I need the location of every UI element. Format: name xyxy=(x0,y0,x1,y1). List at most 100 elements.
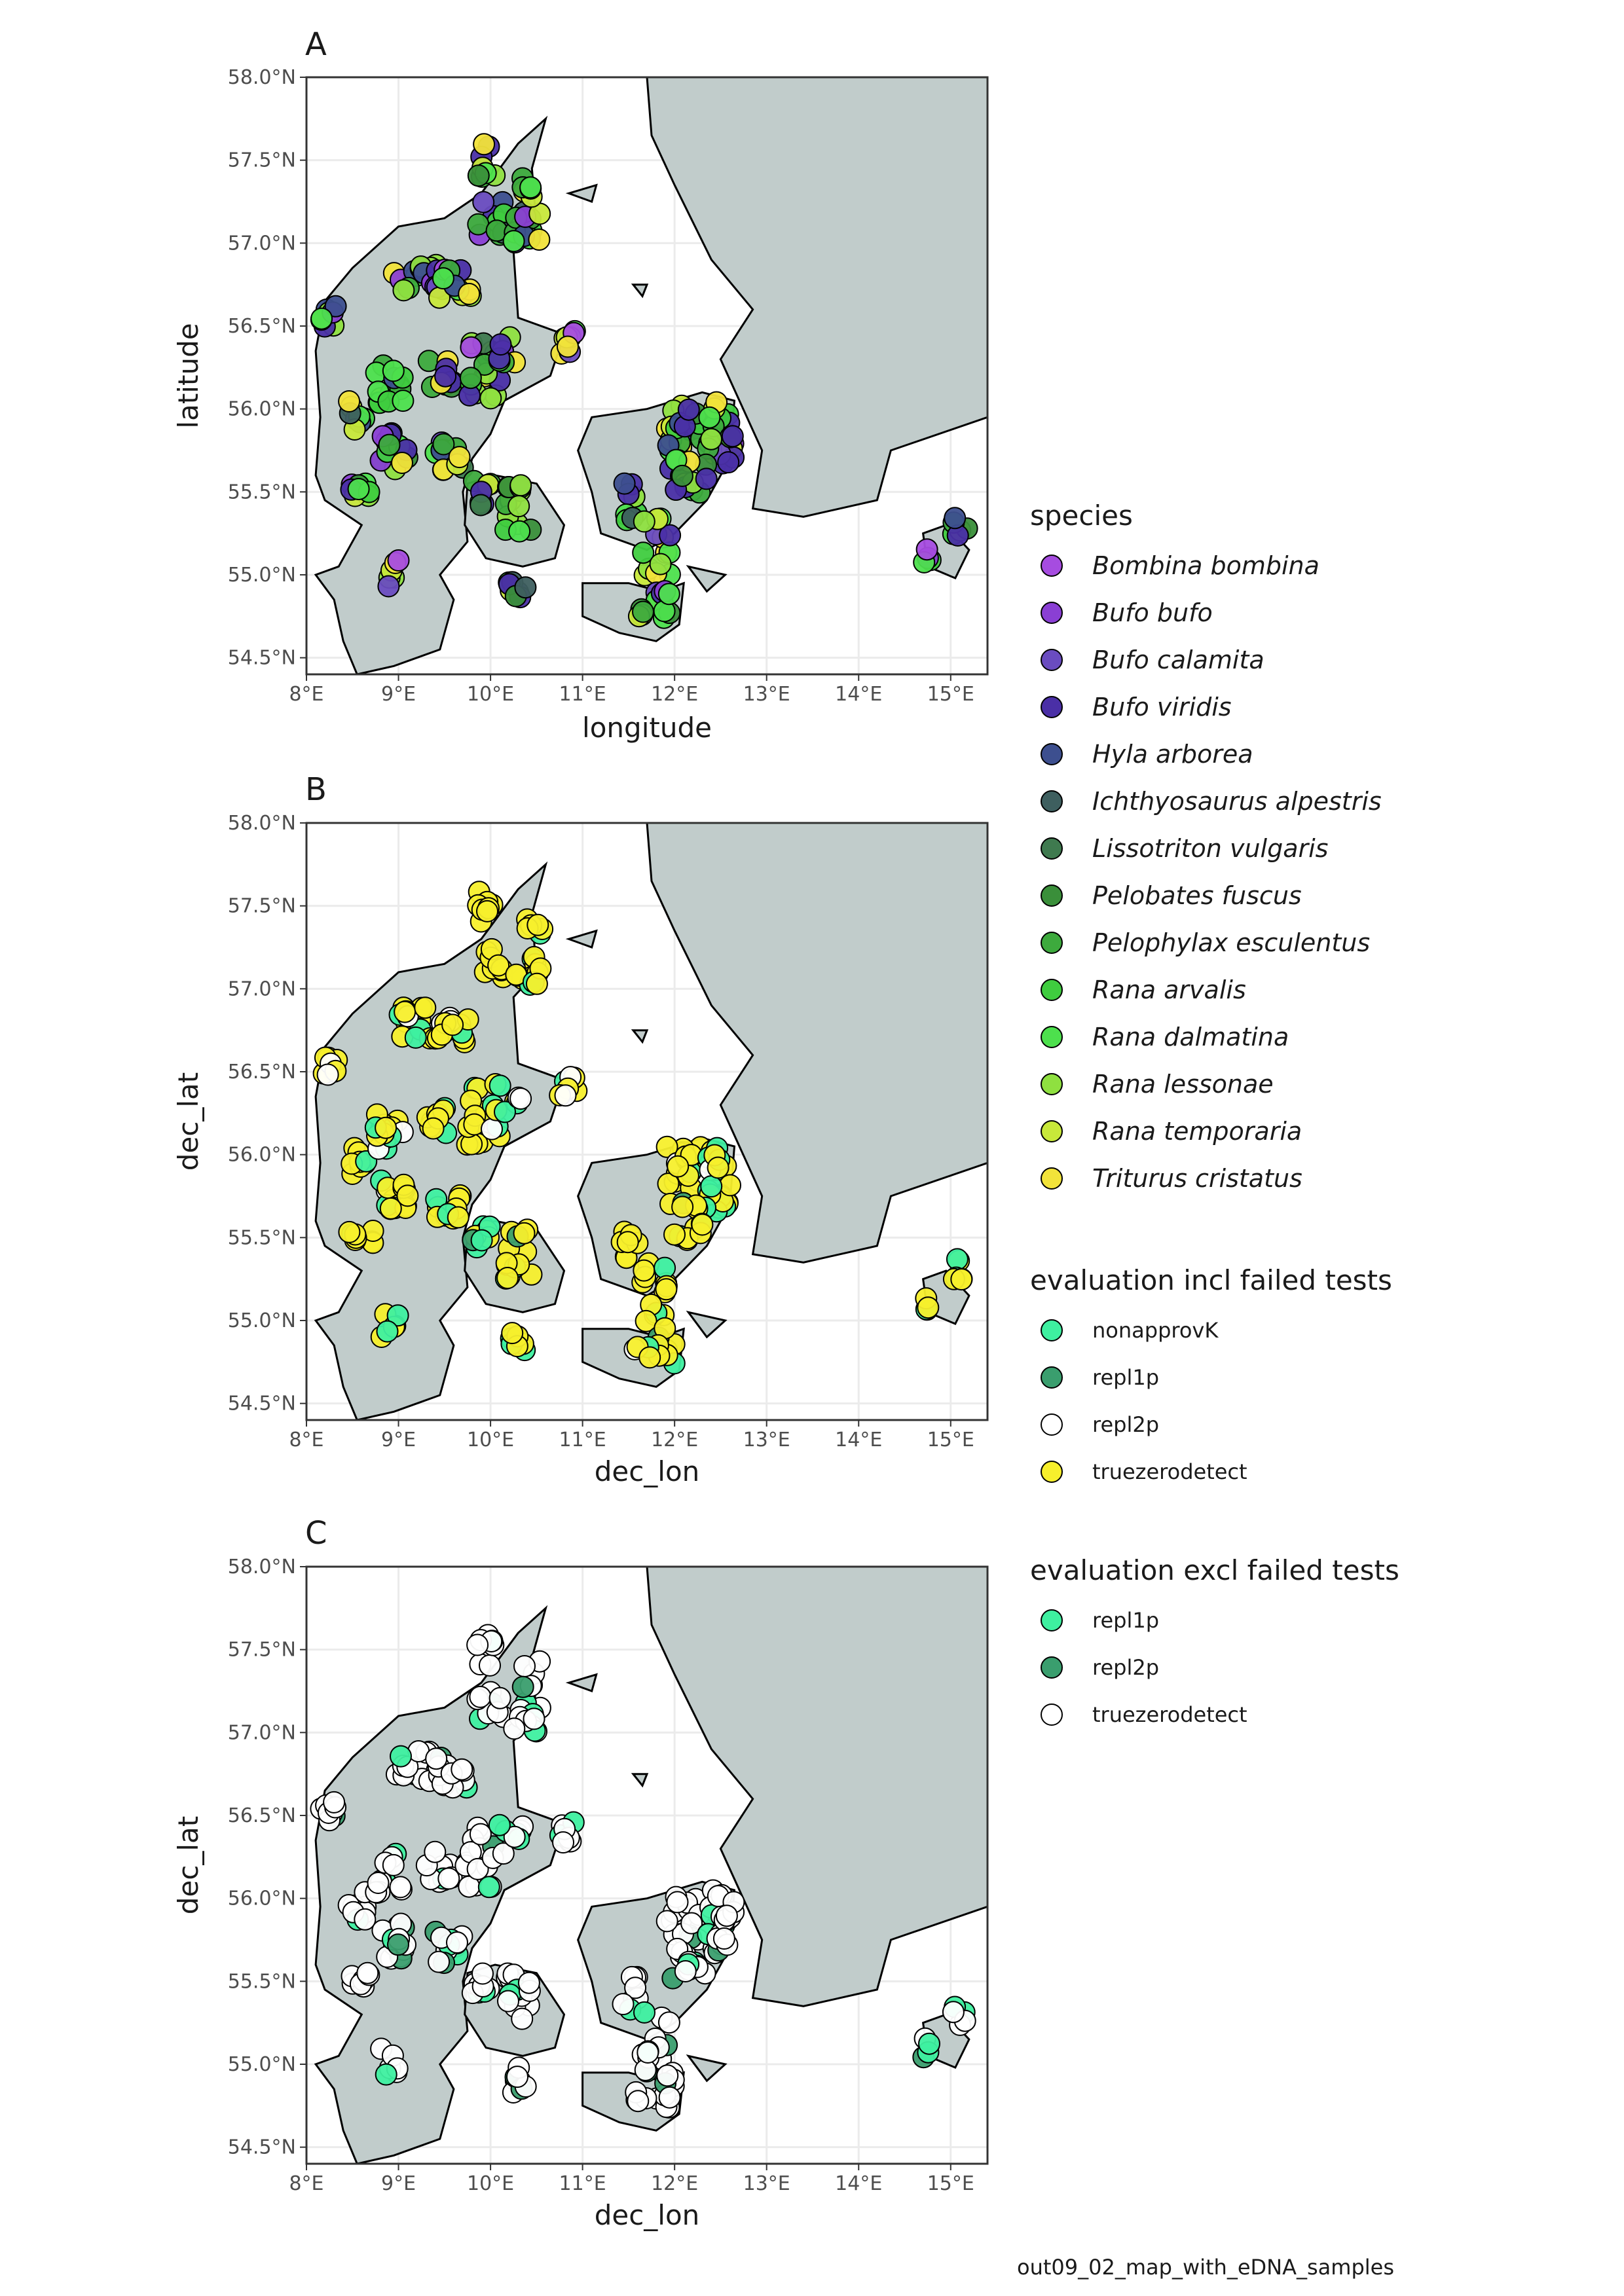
legend-label: Rana arvalis xyxy=(1092,975,1246,1004)
legend-label: truezerodetect xyxy=(1092,1459,1247,1484)
legend-label: repl1p xyxy=(1092,1365,1159,1390)
x-tick-label: 13°E xyxy=(743,2172,790,2195)
sample-point xyxy=(448,446,471,469)
sample-point xyxy=(632,600,654,623)
y-axis-title-a: latitude xyxy=(172,323,204,428)
sample-point xyxy=(310,307,333,330)
land-polygon-neighbour xyxy=(646,1567,987,2007)
sample-point xyxy=(496,1267,519,1289)
sample-point xyxy=(470,494,492,517)
sample-point xyxy=(354,1908,377,1931)
sample-point xyxy=(432,433,455,456)
sample-point xyxy=(526,913,549,936)
y-tick-label: 58.0°N xyxy=(228,66,296,89)
sample-point xyxy=(391,452,413,474)
y-tick-label: 54.5°N xyxy=(228,1393,296,1415)
sample-point xyxy=(633,2001,655,2024)
sample-point xyxy=(666,1891,689,1914)
legend-title: evaluation incl failed tests xyxy=(1030,1264,1392,1296)
sample-point xyxy=(386,1304,409,1327)
sample-point xyxy=(700,428,723,450)
x-tick-label: 10°E xyxy=(467,2172,514,2195)
panel-tag-a: A xyxy=(305,26,327,63)
x-tick-label: 8°E xyxy=(289,683,323,706)
sample-point xyxy=(513,1655,536,1677)
sample-point xyxy=(638,1346,661,1369)
legend-key xyxy=(1041,1120,1063,1142)
figure-caption: out09_02_map_with_eDNA_samples xyxy=(1017,2255,1394,2280)
legend-key xyxy=(1041,790,1063,812)
y-tick-label: 56.0°N xyxy=(228,1887,296,1910)
x-tick-label: 10°E xyxy=(467,683,514,706)
sample-point xyxy=(671,1195,694,1218)
legend-3: evaluation excl failed tests repl1p repl2p… xyxy=(1030,1554,1399,1727)
legend-key xyxy=(1041,555,1063,577)
legend-label: nonapprovK xyxy=(1092,1318,1219,1343)
sample-point xyxy=(654,1256,676,1279)
legend-key xyxy=(1041,1026,1063,1048)
sample-point xyxy=(497,1990,519,2013)
y-tick-label: 57.0°N xyxy=(228,1721,296,1744)
land-polygon-denmark xyxy=(565,1673,598,1692)
x-tick-label: 15°E xyxy=(927,1429,974,1451)
sample-point xyxy=(338,1220,361,1243)
sample-point xyxy=(492,1842,515,1865)
sample-point xyxy=(434,365,457,388)
legend-label: Rana dalmatina xyxy=(1092,1023,1289,1051)
sample-point xyxy=(376,1320,399,1343)
sample-point xyxy=(649,553,672,575)
sample-point xyxy=(467,213,490,236)
y-axis-title-c: dec_lat xyxy=(172,1816,204,1914)
x-tick-label: 13°E xyxy=(743,683,790,706)
sample-point xyxy=(488,1813,511,1836)
sample-point xyxy=(691,1213,714,1236)
land-polygon-denmark xyxy=(631,1773,649,1788)
sample-point xyxy=(501,1322,524,1345)
y-tick-label: 58.0°N xyxy=(228,1556,296,1578)
sample-point xyxy=(557,335,579,358)
sample-point xyxy=(658,2086,681,2109)
x-tick-label: 9°E xyxy=(381,2172,416,2195)
sample-point xyxy=(514,576,537,599)
sample-point xyxy=(367,1872,390,1894)
legend-key xyxy=(1041,696,1063,718)
x-tick-label: 10°E xyxy=(467,1429,514,1451)
legend-label: Bufo viridis xyxy=(1092,693,1232,721)
land-polygon-denmark xyxy=(565,929,598,949)
sample-point xyxy=(944,507,967,530)
sample-point xyxy=(509,1087,532,1110)
sample-point xyxy=(659,524,682,547)
y-tick-label: 55.0°N xyxy=(228,564,296,587)
y-tick-label: 55.0°N xyxy=(228,1309,296,1332)
sample-point xyxy=(392,390,415,412)
sample-point xyxy=(523,1707,545,1730)
legend-key xyxy=(1041,1461,1063,1483)
sample-point xyxy=(481,1118,503,1140)
legend-key xyxy=(1041,649,1063,671)
y-tick-label: 56.5°N xyxy=(228,1804,296,1827)
sample-point xyxy=(424,1840,447,1863)
sample-point xyxy=(698,406,721,429)
y-tick-label: 55.5°N xyxy=(228,481,296,503)
sample-point xyxy=(627,2090,650,2113)
y-tick-label: 56.5°N xyxy=(228,315,296,338)
legend-key xyxy=(1041,979,1063,1001)
sample-point xyxy=(473,133,496,156)
legend-key xyxy=(1041,837,1063,860)
y-tick-label: 57.5°N xyxy=(228,1639,296,1662)
sample-point xyxy=(347,478,370,500)
x-tick-label: 9°E xyxy=(381,683,416,706)
sample-point xyxy=(356,1961,379,1984)
legend-title: species xyxy=(1030,500,1133,532)
sample-point xyxy=(511,2007,534,2030)
panel-c: C 8°E 9°E 10°E 11°E 12°E 13°E 14°E 15°E 54.5°N 55… xyxy=(172,1515,989,2231)
legend-title: evaluation excl failed tests xyxy=(1030,1554,1399,1586)
sample-point xyxy=(471,1962,494,1985)
y-tick-label: 54.5°N xyxy=(228,2136,296,2159)
x-tick-label: 14°E xyxy=(835,1429,882,1451)
legend-key xyxy=(1041,743,1063,765)
sample-point xyxy=(671,464,693,487)
legend-label: Bombina bombina xyxy=(1092,551,1320,580)
sample-point xyxy=(338,390,361,412)
sample-point xyxy=(719,1174,741,1197)
